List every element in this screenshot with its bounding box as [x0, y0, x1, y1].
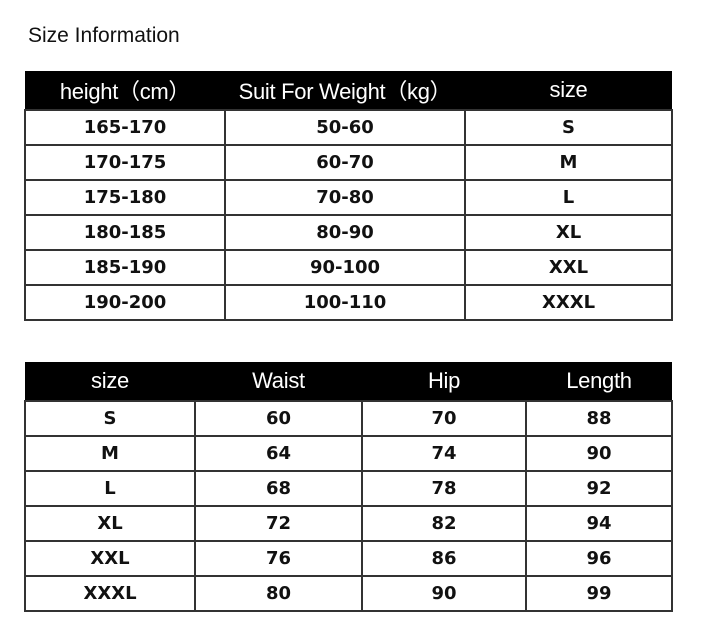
- table-cell: 76: [194, 540, 363, 577]
- page-title: Size Information: [28, 24, 180, 47]
- table-cell: 60: [194, 400, 363, 437]
- table-cell: M: [24, 435, 196, 472]
- table-cell: S: [24, 400, 196, 437]
- header-row: height（cm） Suit For Weight（kg） size: [25, 71, 672, 110]
- table-cell: 86: [361, 540, 527, 577]
- table-cell: XL: [464, 214, 673, 251]
- table-cell: S: [464, 109, 673, 146]
- column-header: size: [465, 71, 672, 110]
- table-cell: 185-190: [24, 249, 226, 286]
- table-row: S 60 70 88: [24, 400, 673, 437]
- table-cell: 180-185: [24, 214, 226, 251]
- table-row: M 64 74 90: [24, 435, 673, 472]
- table-cell: 94: [525, 505, 673, 542]
- table-cell: 96: [525, 540, 673, 577]
- table-row: 165-170 50-60 S: [24, 109, 673, 146]
- table-row: XXXL 80 90 99: [24, 575, 673, 612]
- table-row: XXL 76 86 96: [24, 540, 673, 577]
- table-cell: XXXL: [464, 284, 673, 321]
- table-cell: 90: [361, 575, 527, 612]
- table-cell: XXL: [24, 540, 196, 577]
- table-cell: 190-200: [24, 284, 226, 321]
- table-cell: 80-90: [224, 214, 466, 251]
- height-weight-size-table: height（cm） Suit For Weight（kg） size 165-170…: [24, 71, 673, 321]
- table-row: 180-185 80-90 XL: [24, 214, 673, 251]
- table-cell: 90: [525, 435, 673, 472]
- table-cell: 170-175: [24, 144, 226, 181]
- column-header: Suit For Weight（kg）: [225, 71, 465, 110]
- table-cell: 78: [361, 470, 527, 507]
- header-row: size Waist Hip Length: [25, 362, 672, 401]
- table-cell: 70-80: [224, 179, 466, 216]
- column-header: Hip: [362, 362, 526, 401]
- table-cell: 92: [525, 470, 673, 507]
- table-cell: XXXL: [24, 575, 196, 612]
- column-header: size: [25, 362, 195, 401]
- column-header: Length: [526, 362, 672, 401]
- table-cell: 72: [194, 505, 363, 542]
- table-cell: 50-60: [224, 109, 466, 146]
- table-cell: 99: [525, 575, 673, 612]
- table-cell: 68: [194, 470, 363, 507]
- table-row: XL 72 82 94: [24, 505, 673, 542]
- table-cell: L: [24, 470, 196, 507]
- table-cell: 70: [361, 400, 527, 437]
- table-cell: 80: [194, 575, 363, 612]
- table-cell: 64: [194, 435, 363, 472]
- table-cell: 100-110: [224, 284, 466, 321]
- table-cell: XL: [24, 505, 196, 542]
- column-header: Waist: [195, 362, 362, 401]
- table-row: 185-190 90-100 XXL: [24, 249, 673, 286]
- table-row: 190-200 100-110 XXXL: [24, 284, 673, 321]
- measurements-table: size Waist Hip Length S 60 70 88 M 64 74 90 L 68 78 92 X…: [24, 362, 673, 612]
- table-cell: L: [464, 179, 673, 216]
- table-row: L 68 78 92: [24, 470, 673, 507]
- column-header: height（cm）: [25, 71, 225, 110]
- table-cell: 74: [361, 435, 527, 472]
- table-cell: 82: [361, 505, 527, 542]
- table-cell: 175-180: [24, 179, 226, 216]
- table-cell: M: [464, 144, 673, 181]
- table-cell: 165-170: [24, 109, 226, 146]
- table-cell: 60-70: [224, 144, 466, 181]
- table-row: 175-180 70-80 L: [24, 179, 673, 216]
- table-cell: 88: [525, 400, 673, 437]
- table-cell: XXL: [464, 249, 673, 286]
- table-cell: 90-100: [224, 249, 466, 286]
- table-row: 170-175 60-70 M: [24, 144, 673, 181]
